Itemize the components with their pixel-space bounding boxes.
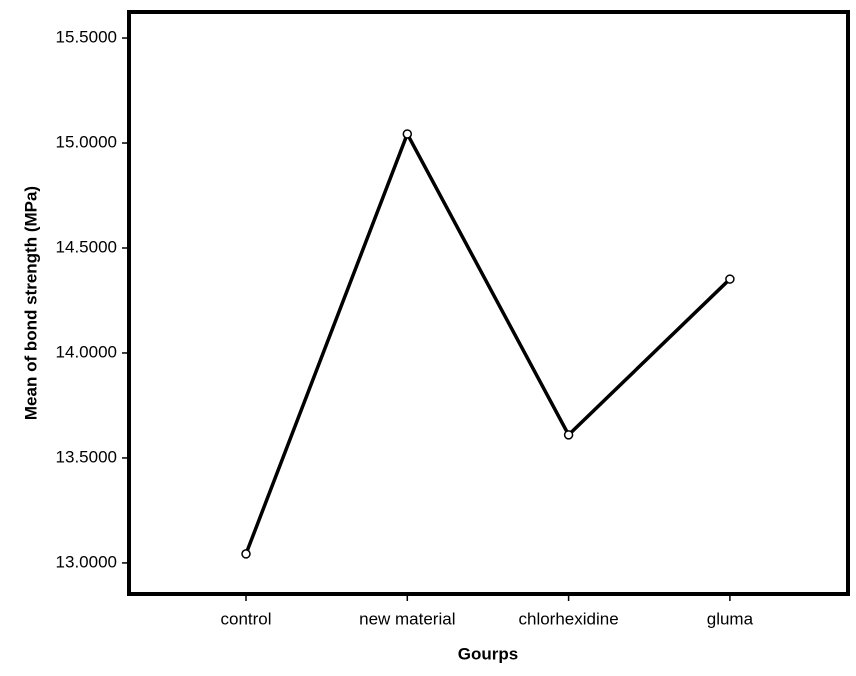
y-tick-label: 14.5000 bbox=[56, 237, 117, 256]
point-marker bbox=[725, 274, 735, 284]
y-tick-label: 13.0000 bbox=[56, 552, 117, 571]
y-axis-title: Mean of bond strength (MPa) bbox=[21, 186, 40, 420]
point-marker bbox=[402, 129, 413, 139]
point-marker bbox=[241, 549, 251, 559]
x-tick-label: new material bbox=[359, 609, 455, 628]
plot-frame bbox=[127, 10, 850, 596]
y-tick-label: 13.5000 bbox=[56, 447, 117, 466]
y-tick-label: 15.0000 bbox=[56, 132, 117, 151]
x-tick-label: control bbox=[220, 609, 271, 628]
x-axis-title: Gourps bbox=[458, 644, 518, 663]
y-tick-label: 14.0000 bbox=[56, 342, 117, 361]
y-tick-label: 15.5000 bbox=[56, 28, 117, 47]
x-tick-label: chlorhexidine bbox=[519, 609, 619, 628]
point-marker bbox=[563, 430, 574, 440]
x-tick-label: gluma bbox=[707, 609, 754, 628]
line bbox=[244, 129, 732, 555]
